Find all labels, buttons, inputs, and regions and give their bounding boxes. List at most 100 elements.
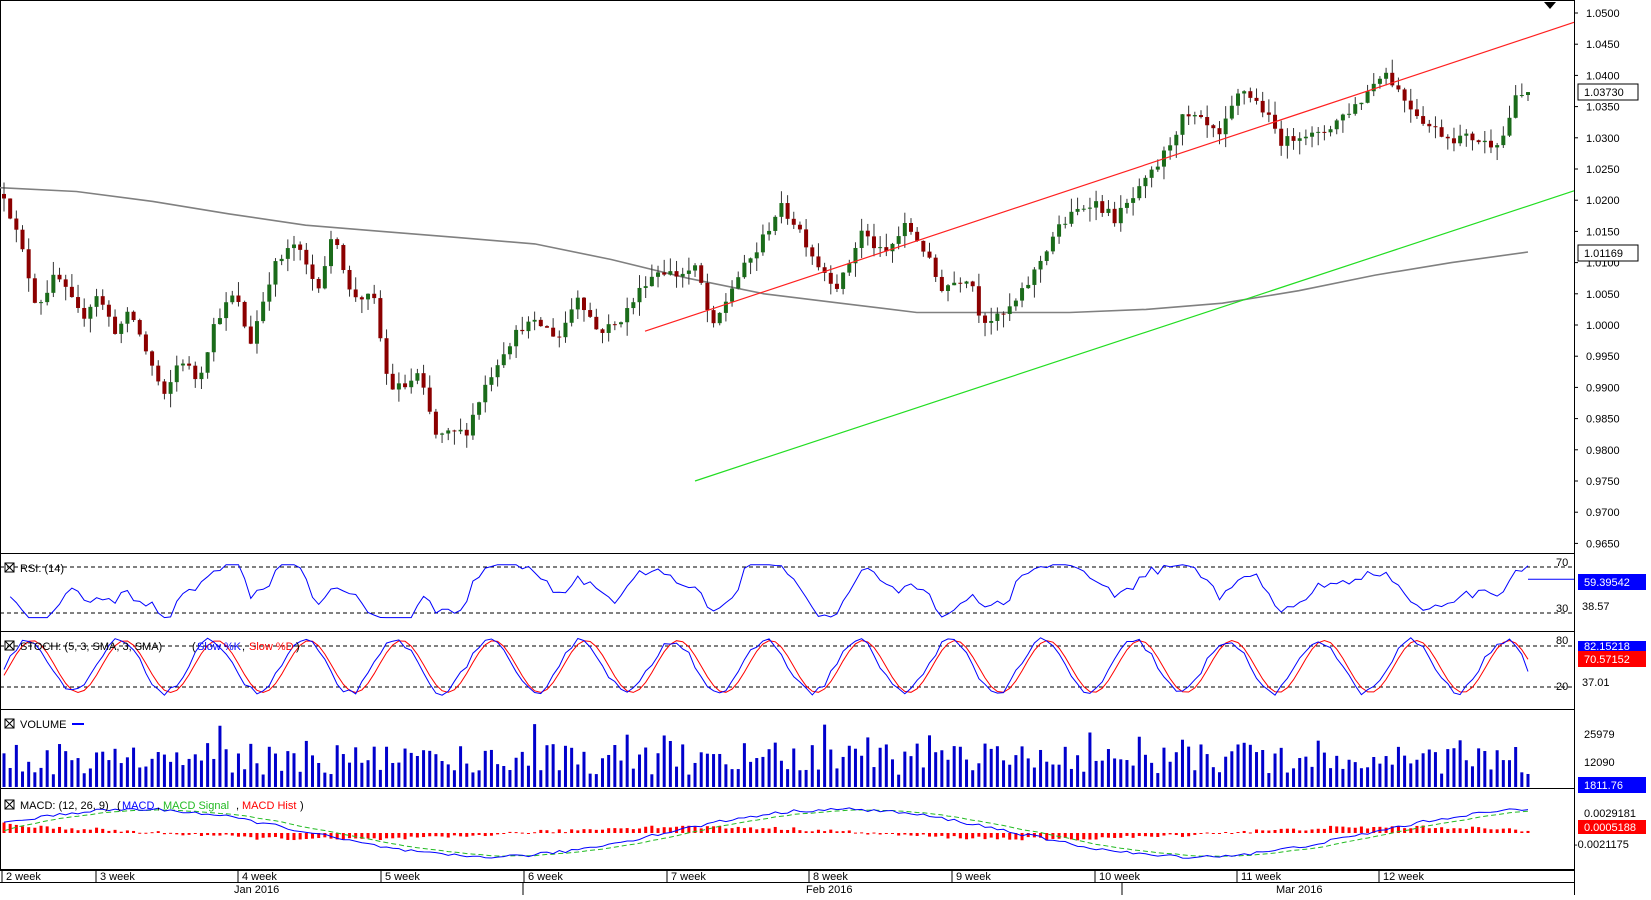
volume-bar <box>446 764 450 787</box>
volume-bar <box>718 753 722 787</box>
volume-value-box <box>1578 777 1646 793</box>
macd-hist-bar <box>459 833 463 837</box>
candle-up <box>415 373 420 381</box>
candle-down <box>187 363 192 366</box>
candle-up <box>1174 134 1179 146</box>
price-tick-label: 1.0400 <box>1586 70 1620 82</box>
candle-down <box>403 383 408 388</box>
candle-down <box>1291 136 1296 141</box>
macd-hist-bar <box>829 829 833 833</box>
volume-bar <box>1514 747 1518 787</box>
volume-bar <box>1143 754 1147 787</box>
candle-up <box>1365 91 1370 103</box>
volume-bar <box>1039 749 1043 787</box>
volume-bar <box>829 749 833 787</box>
volume-bar <box>1403 755 1407 787</box>
candle-down <box>106 304 111 317</box>
macd-hist-bar <box>1359 826 1363 833</box>
volume-bar <box>341 754 345 787</box>
candle-down <box>1445 136 1450 139</box>
macd-hist-bar <box>132 830 136 833</box>
volume-bar <box>1137 736 1141 787</box>
ma-value-box <box>1577 244 1639 262</box>
candle-down <box>372 293 377 299</box>
candle-down <box>1488 140 1493 148</box>
volume-bar <box>1125 760 1129 787</box>
candle-up <box>853 247 858 264</box>
volume-bar <box>452 770 456 787</box>
volume-bar <box>1261 750 1265 787</box>
candle-down <box>143 334 148 352</box>
volume-bar <box>1483 751 1487 787</box>
candle-down <box>8 198 13 219</box>
volume-bar <box>465 763 469 787</box>
volume-toggle-icon[interactable] <box>4 718 15 729</box>
month-label: Feb 2016 <box>806 884 852 895</box>
macd-hist-bar <box>1199 833 1203 834</box>
candle-up <box>1069 211 1074 224</box>
candle-down <box>939 276 944 291</box>
candle-up <box>1106 208 1111 213</box>
volume-bar <box>261 774 265 787</box>
candle-down <box>594 316 599 330</box>
macd-hist-bar <box>903 833 907 835</box>
volume-bar <box>977 763 981 787</box>
candle-up <box>736 277 741 289</box>
volume-bar <box>1026 758 1030 787</box>
candle-up <box>1526 92 1530 96</box>
volume-bar <box>113 748 117 787</box>
volume-bar <box>872 767 876 787</box>
candle-up <box>1501 135 1506 146</box>
macd-hist-bar <box>607 828 611 833</box>
volume-bar <box>755 758 759 787</box>
macd-hist-bar <box>1205 832 1209 834</box>
macd-hist-bar <box>273 833 277 837</box>
candle-down <box>236 295 241 302</box>
macd-hist-bar <box>1292 828 1296 833</box>
candle-down <box>908 222 913 232</box>
candle-down <box>983 315 988 323</box>
macd-hist-bar <box>206 833 210 836</box>
macd-hist-bar <box>1168 833 1172 835</box>
macd-hist-bar <box>786 829 790 833</box>
candle-up <box>656 272 661 277</box>
candle-up <box>409 380 414 388</box>
candle-down <box>384 338 389 374</box>
macd-hist-bar <box>724 828 728 833</box>
chart-scroll-marker-icon[interactable] <box>1544 2 1556 9</box>
volume-bar <box>545 745 549 787</box>
volume-bar <box>1131 765 1135 787</box>
candle-down <box>359 297 364 300</box>
volume-bar <box>705 753 709 787</box>
volume-bar <box>27 761 31 787</box>
volume-bar <box>1113 758 1117 787</box>
volume-bar <box>1310 766 1314 787</box>
candle-down <box>551 327 556 337</box>
time-axis: 2 week 3 week 4 week 5 week 6 week 7 week 8 we… <box>0 870 1574 896</box>
macd-hist-bar <box>971 833 975 839</box>
volume-bar <box>385 746 389 787</box>
macd-hist-bar <box>76 830 80 833</box>
volume-bar <box>798 770 802 787</box>
macd-hist-bar <box>175 833 179 835</box>
macd-hist-bar <box>1082 833 1086 840</box>
macd-lines <box>2 807 1530 859</box>
support-trendline[interactable] <box>694 190 1575 482</box>
macd-hist-bar <box>1501 828 1505 833</box>
macd-hist-bar <box>533 832 537 834</box>
candle-up <box>1124 202 1129 208</box>
candle-up <box>396 383 401 390</box>
volume-bar <box>1162 747 1166 787</box>
stoch-toggle-icon[interactable] <box>4 640 15 651</box>
resistance-trendline[interactable] <box>644 21 1575 332</box>
candle-up <box>1507 117 1512 136</box>
candle-down <box>1470 133 1475 141</box>
macd-hist-bar <box>545 830 549 833</box>
volume-bar <box>1452 748 1456 787</box>
volume-bar <box>1316 740 1320 787</box>
volume-bar <box>255 763 259 787</box>
macd-hist-bar <box>1483 828 1487 833</box>
rsi-toggle-icon[interactable] <box>4 562 15 573</box>
candle-up <box>470 414 475 436</box>
macd-toggle-icon[interactable] <box>4 799 15 810</box>
